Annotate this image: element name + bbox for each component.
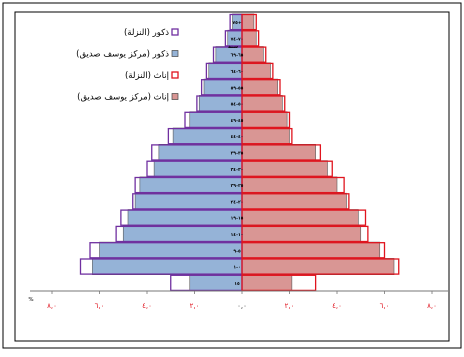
- bar-male-center-2: [99, 241, 243, 259]
- legend-label-0: ذكور (النزلة): [124, 28, 169, 38]
- bar-female-nazla-11: [241, 95, 286, 112]
- bar-female-nazla-14: [241, 46, 267, 63]
- age-label-12: ٥٥-٥٩: [231, 86, 244, 91]
- bar-female-center-11: [241, 95, 283, 113]
- bar-female-nazla-2: [241, 242, 386, 259]
- x-tick-label-4: ٠,٠: [237, 302, 247, 310]
- age-label-15: ٧٠-٧٤: [231, 37, 244, 42]
- bar-female-nazla-16: [241, 13, 257, 31]
- bar-female-nazla-15: [241, 30, 260, 47]
- bar-female-center-16: [241, 13, 255, 31]
- legend-swatch-1: [171, 50, 179, 57]
- bar-male-center-1: [92, 258, 243, 275]
- bar-female-center-0: [241, 274, 293, 292]
- x-unit-label: %: [28, 297, 33, 303]
- bar-female-nazla-4: [241, 209, 367, 226]
- bar-female-center-12: [241, 78, 278, 96]
- bar-female-nazla-3: [241, 225, 369, 243]
- legend-swatch-0: [171, 28, 179, 36]
- age-label-0: ١٥: [234, 282, 240, 287]
- x-tick-label-1: ٦,٠: [95, 302, 105, 310]
- age-label-5: ٢٠-٢٤: [231, 199, 244, 205]
- axis-layer: ١٥ ٠-١ ٥-٩ ١٠-١٤ ١٥-١٩ ٢٠-٢٤ ٢٥-٢٩ ٣٠-٣٤ ٣٥-٣٩ ٤٠…: [28, 20, 448, 310]
- bar-female-nazla-8: [241, 144, 322, 161]
- bar-male-center-3: [122, 225, 243, 243]
- bar-male-center-4: [127, 209, 243, 227]
- age-label-4: ١٥-١٩: [231, 217, 244, 222]
- x-tick-label-8: ٨,٠: [427, 302, 437, 310]
- bar-female-center-10: [241, 111, 288, 129]
- age-label-14: ٦٥-٦٩: [231, 54, 244, 59]
- bar-male-center-6: [139, 176, 243, 194]
- x-tick-label-7: ٦,٠: [380, 302, 390, 310]
- bar-female-center-13: [241, 62, 271, 80]
- bar-female-nazla-0: [241, 274, 317, 292]
- age-label-2: ٥-٩: [233, 249, 241, 254]
- age-label-1: ٠-١: [233, 266, 240, 271]
- bar-female-center-14: [241, 46, 264, 64]
- age-label-9: ٤٠-٤٤: [231, 135, 244, 140]
- bar-female-center-5: [241, 192, 347, 210]
- legend: ذكور (النزلة) ذكور (مركز يوسف صديق) إناث (…: [76, 28, 179, 103]
- bar-female-center-1: [241, 258, 395, 275]
- legend-swatch-3: [171, 93, 179, 100]
- age-label-3: ١٠-١٤: [231, 233, 244, 238]
- bar-female-nazla-10: [241, 111, 291, 129]
- bar-female-center-9: [241, 127, 290, 145]
- x-tick-label-6: ٤,٠: [332, 302, 342, 310]
- bar-female-center-4: [241, 209, 359, 227]
- age-label-16: ٧٥+: [232, 20, 242, 26]
- x-tick-label-2: ٤,٠: [142, 302, 152, 310]
- age-label-13: ٦٠-٦٤: [231, 70, 244, 75]
- bar-female-center-8: [241, 144, 316, 161]
- bar-female-nazla-5: [241, 193, 350, 210]
- legend-label-2: إناث (النزلة): [125, 71, 169, 81]
- bar-female-nazla-1: [241, 258, 400, 275]
- bar-female-center-3: [241, 225, 362, 243]
- bar-female-nazla-9: [241, 127, 293, 145]
- legend-label-1: ذكور (مركز يوسف صديق): [76, 50, 169, 60]
- bar-female-center-7: [241, 160, 328, 178]
- age-label-11: ٥٠-٥٤: [231, 103, 244, 108]
- age-axis-title: سنة: [228, 44, 238, 50]
- bar-female-center-6: [241, 176, 338, 194]
- bar-female-center-15: [241, 29, 257, 47]
- age-label-10: ٤٥-٤٩: [231, 119, 244, 124]
- x-tick-label-0: ٨,٠: [47, 302, 57, 310]
- bars-layer: [79, 13, 400, 292]
- bar-female-nazla-12: [241, 79, 281, 96]
- bar-female-nazla-6: [241, 176, 345, 194]
- age-label-6: ٢٥-٢٩: [231, 183, 244, 189]
- bar-male-center-8: [158, 144, 243, 161]
- bar-male-center-5: [134, 192, 243, 210]
- bar-female-nazla-7: [241, 160, 333, 177]
- legend-label-3: إناث (مركز يوسف صديق): [77, 93, 169, 103]
- bar-female-center-2: [241, 241, 381, 259]
- age-label-8: ٣٥-٣٩: [231, 150, 244, 156]
- legend-swatch-2: [171, 71, 179, 79]
- x-tick-label-5: ٢,٠: [285, 302, 295, 310]
- bar-male-center-7: [153, 160, 243, 178]
- x-tick-label-3: ٢,٠: [190, 302, 200, 310]
- inner-border: [14, 11, 450, 342]
- bar-female-nazla-13: [241, 62, 274, 80]
- age-label-7: ٣٠-٣٤: [231, 167, 244, 173]
